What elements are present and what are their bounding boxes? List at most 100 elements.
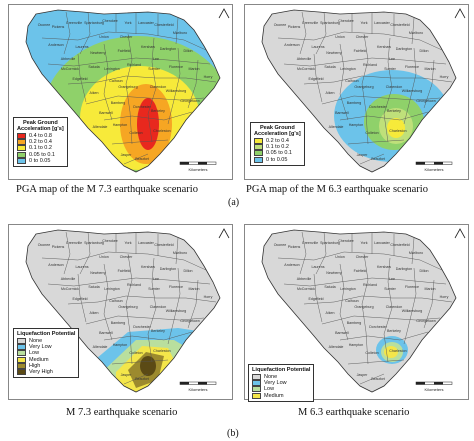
county-label: Hampton [349, 123, 364, 127]
county-label: Fairfield [118, 49, 131, 53]
county-label: Jasper [121, 153, 133, 157]
county-label: Edgefield [73, 77, 88, 81]
county-label: Lexington [340, 67, 356, 71]
county-label: Charleston [153, 349, 170, 353]
county-boundaries [41, 11, 217, 165]
county-label: Sumter [384, 67, 396, 71]
county-label: Colleton [365, 351, 378, 355]
legend-swatch [17, 350, 26, 357]
legend-title: Peak Ground Acceleration [g's] [254, 125, 301, 137]
county-label: Bamberg [111, 321, 126, 325]
county-label: Cherokee [102, 19, 118, 23]
county-label: Anderson [48, 263, 63, 267]
county-label: Aiken [90, 311, 99, 315]
legend-swatch [252, 392, 261, 399]
county-label: Calhoun [345, 79, 358, 83]
county-label: McCormick [297, 67, 315, 71]
county-label: Spartanburg [320, 21, 340, 25]
map-panel-liquefaction-m63: Oconee Pickens Greenville Spartanburg Cherok… [244, 224, 469, 402]
county-label: Charleston [389, 129, 406, 133]
county-label: Spartanburg [84, 241, 104, 245]
county-label: Abbeville [297, 277, 312, 281]
caption-liq-m73: M 7.3 earthquake scenario [66, 407, 178, 418]
north-arrow-icon [218, 8, 230, 19]
legend: Liquefaction Potential None Very Low Low Med… [248, 364, 315, 402]
legend-swatch [252, 374, 261, 381]
county-label: Berkeley [387, 329, 401, 333]
legend-item: Low [252, 386, 310, 393]
county-label: Kershaw [377, 45, 391, 49]
county-boundaries [277, 11, 453, 165]
state-outline [25, 9, 221, 173]
scale-bar: Kilometers [415, 381, 453, 392]
legend-item: Low [17, 350, 75, 357]
county-label: Laurens [312, 45, 325, 49]
county-label: Newberry [90, 271, 106, 275]
scale-unit-label: Kilometers [189, 387, 208, 392]
county-label: Hampton [349, 343, 364, 347]
county-label: Orangeburg [118, 85, 137, 89]
county-label: Georgetown [416, 99, 436, 103]
scale-unit-label: Kilometers [189, 167, 208, 172]
county-label: Edgefield [73, 297, 88, 301]
county-label: Pickens [52, 245, 65, 249]
county-label: Oconee [274, 23, 287, 27]
county-label: Florence [169, 65, 183, 69]
county-label: Pickens [52, 25, 65, 29]
county-label: Clarendon [386, 85, 403, 89]
county-label: Dillon [184, 269, 193, 273]
legend-item: Very Low [17, 344, 75, 351]
legend-item: 0.2 to 0.4 [254, 138, 301, 145]
county-label: Darlington [160, 47, 176, 51]
county-label: Calhoun [345, 299, 358, 303]
county-label: Union [99, 35, 108, 39]
legend-label: Very Low [29, 344, 52, 351]
legend-label: 0.1 to 0.2 [29, 145, 52, 152]
county-label: York [360, 241, 367, 245]
legend-item: 0.05 to 0.1 [17, 151, 64, 158]
county-label: Lancaster [138, 21, 155, 25]
county-label: Marion [425, 287, 436, 291]
county-label: Oconee [274, 243, 287, 247]
legend-swatch [17, 338, 26, 345]
map-panel-pga-m73: Oconee Pickens Greenville Spartanburg Cherok… [8, 4, 233, 180]
county-label: Colleton [129, 131, 142, 135]
county-label: Union [335, 255, 344, 259]
county-label: Lee [389, 277, 395, 281]
county-label: Marion [189, 67, 200, 71]
legend-item: 0.4 to 0.8 [17, 133, 64, 140]
county-label: Chester [356, 255, 369, 259]
caption-pga-m73: PGA map of the M 7.3 earthquake scenario [16, 184, 198, 195]
county-label: Clarendon [386, 305, 403, 309]
county-label: Darlington [396, 47, 412, 51]
county-label: Sumter [384, 287, 396, 291]
county-label: McCormick [297, 287, 315, 291]
county-label: Lee [389, 57, 395, 61]
legend: Liquefaction Potential None Very Low Low Med… [13, 328, 80, 379]
county-label: Orangeburg [118, 305, 137, 309]
county-label: Greenville [66, 241, 82, 245]
county-label: Oconee [38, 243, 51, 247]
county-label: Lexington [340, 287, 356, 291]
county-label: Chester [120, 35, 133, 39]
county-label: York [360, 21, 367, 25]
county-label: Colleton [365, 131, 378, 135]
legend-swatch [17, 133, 26, 140]
county-label: Abbeville [297, 57, 312, 61]
county-label: Newberry [326, 271, 342, 275]
county-label: McCormick [61, 287, 79, 291]
county-label: Union [99, 255, 108, 259]
legend-swatch [17, 145, 26, 152]
county-label: Spartanburg [84, 21, 104, 25]
county-label: Cherokee [338, 239, 354, 243]
county-label: Richland [127, 283, 141, 287]
county-label: Horry [440, 75, 449, 79]
legend-label: 0.05 to 0.1 [266, 150, 292, 157]
county-label: Marlboro [409, 251, 423, 255]
county-label: Saluda [324, 65, 335, 69]
legend-item: Medium [17, 356, 75, 363]
legend-title: Liquefaction Potential [252, 367, 310, 373]
county-label: Berkeley [151, 109, 165, 113]
